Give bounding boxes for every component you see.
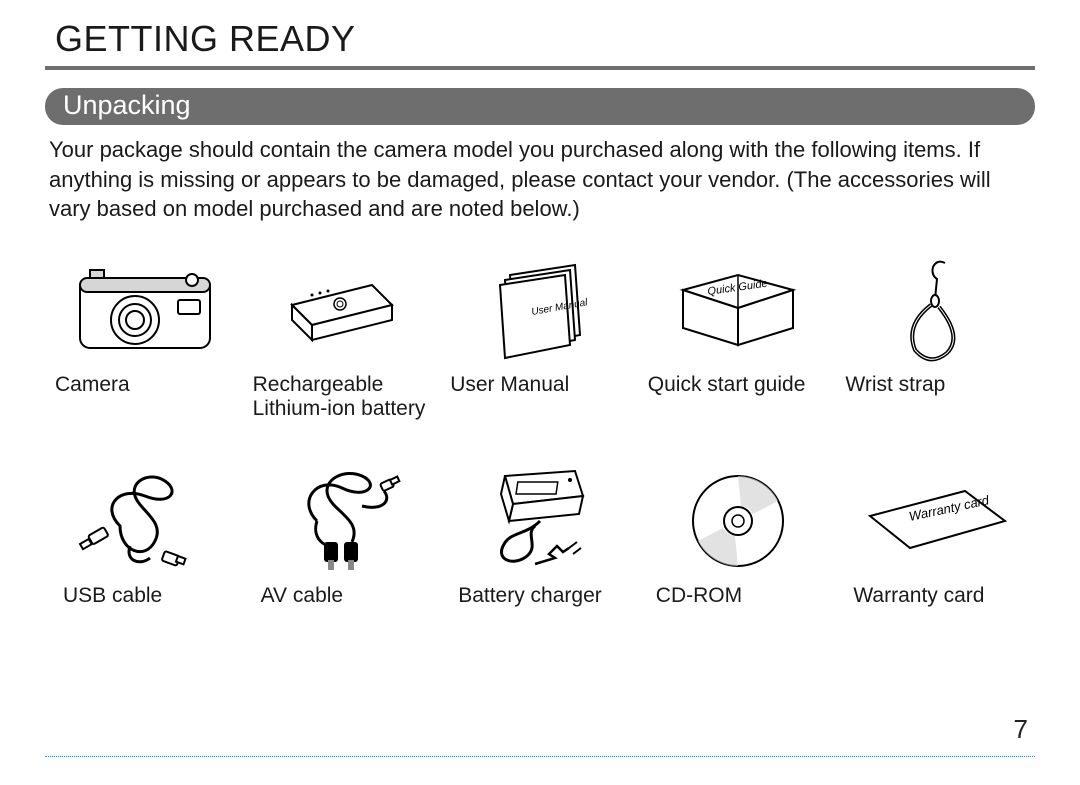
av-cable-icon: [253, 463, 433, 578]
item-label: Quick start guide: [648, 373, 806, 421]
battery-icon: [253, 252, 433, 367]
page-title: GETTING READY: [45, 18, 1035, 70]
section-heading: Unpacking: [45, 88, 1035, 125]
item-warranty: Warranty card Warranty card: [845, 463, 1025, 632]
intro-paragraph: Your package should contain the camera m…: [45, 135, 1035, 224]
items-grid: Camera Rechargeable Lithium-ion battery: [45, 252, 1035, 632]
page-number: 7: [1014, 714, 1028, 745]
charger-icon: [450, 463, 630, 578]
cdrom-icon: [648, 463, 828, 578]
warranty-icon: Warranty card: [845, 463, 1025, 578]
item-label: Battery charger: [450, 584, 602, 632]
item-camera: Camera: [55, 252, 235, 421]
usb-cable-icon: [55, 463, 235, 578]
item-label: AV cable: [253, 584, 344, 632]
item-usb-cable: USB cable: [55, 463, 235, 632]
item-label: Wrist strap: [845, 373, 945, 421]
camera-icon: [55, 252, 235, 367]
strap-icon: [845, 252, 1025, 367]
item-battery: Rechargeable Lithium-ion battery: [253, 252, 433, 421]
item-wrist-strap: Wrist strap: [845, 252, 1025, 421]
item-charger: Battery charger: [450, 463, 630, 632]
item-label: Camera: [55, 373, 130, 421]
manual-icon: User Manual: [450, 252, 630, 367]
item-user-manual: User Manual User Manual: [450, 252, 630, 421]
item-cdrom: CD-ROM: [648, 463, 828, 632]
item-label: User Manual: [450, 373, 569, 421]
item-label: USB cable: [55, 584, 162, 632]
item-label: CD-ROM: [648, 584, 742, 632]
footer-rule: [45, 756, 1035, 757]
item-label: Rechargeable Lithium-ion battery: [253, 373, 433, 421]
item-label: Warranty card: [845, 584, 984, 632]
item-av-cable: AV cable: [253, 463, 433, 632]
item-quick-guide: Quick Guide Quick start guide: [648, 252, 828, 421]
quickguide-icon: Quick Guide: [648, 252, 828, 367]
